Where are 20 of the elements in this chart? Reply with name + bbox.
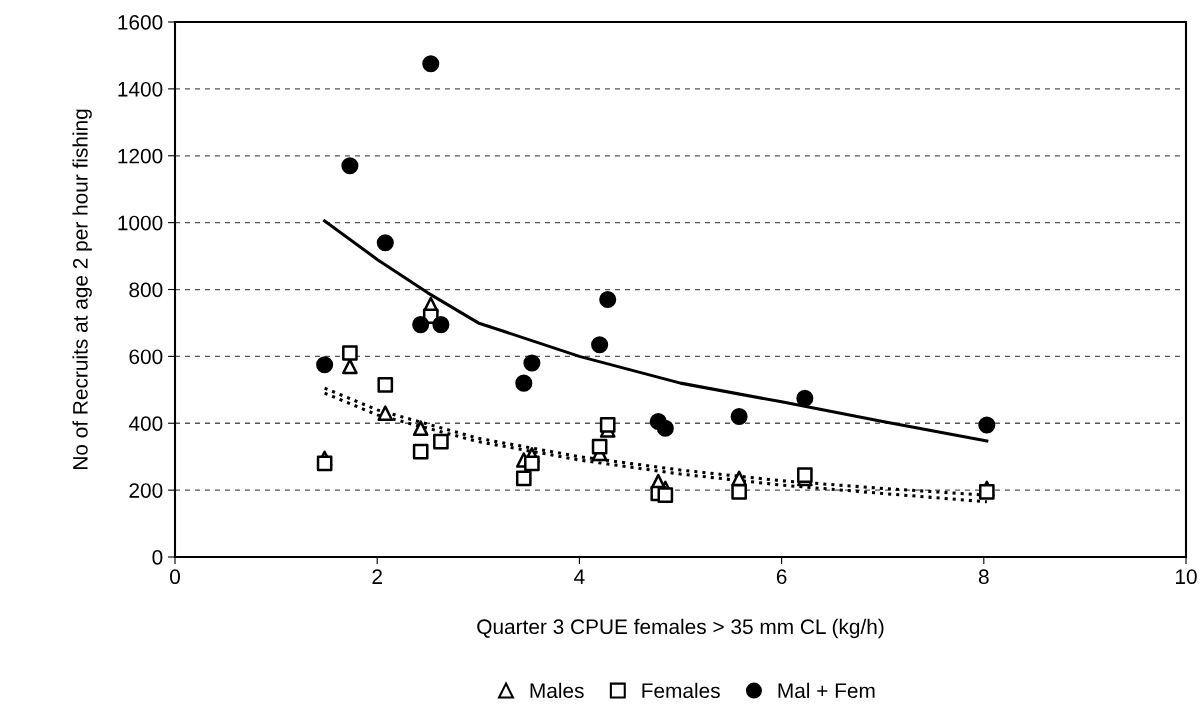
x-axis-title: Quarter 3 CPUE females > 35 mm CL (kg/h) xyxy=(477,618,884,639)
y-tick-label: 400 xyxy=(128,416,163,431)
legend-label: Females xyxy=(642,682,720,699)
x-tick-label: 8 xyxy=(978,569,989,585)
y-tick-label: 600 xyxy=(129,349,163,365)
legend-label: Mal + Fem xyxy=(778,682,875,699)
y-tick-label: 1000 xyxy=(118,215,163,231)
y-axis-title: No of Recruits at age 2 per hour fishing xyxy=(72,109,92,470)
x-tick-label: 6 xyxy=(776,569,787,585)
x-tick-label: 4 xyxy=(574,569,585,584)
y-tick-label: 1200 xyxy=(118,148,163,164)
x-tick-label: 0 xyxy=(170,569,180,585)
y-tick-label: 200 xyxy=(129,483,163,498)
y-tick-label: 800 xyxy=(129,282,163,298)
y-tick-label: 1400 xyxy=(118,81,163,97)
y-tick-label: 1600 xyxy=(118,15,163,30)
legend-label: Males xyxy=(530,682,584,699)
x-tick-label: 10 xyxy=(1176,569,1197,585)
x-tick-label: 2 xyxy=(372,569,382,584)
y-tick-label: 0 xyxy=(152,550,163,565)
